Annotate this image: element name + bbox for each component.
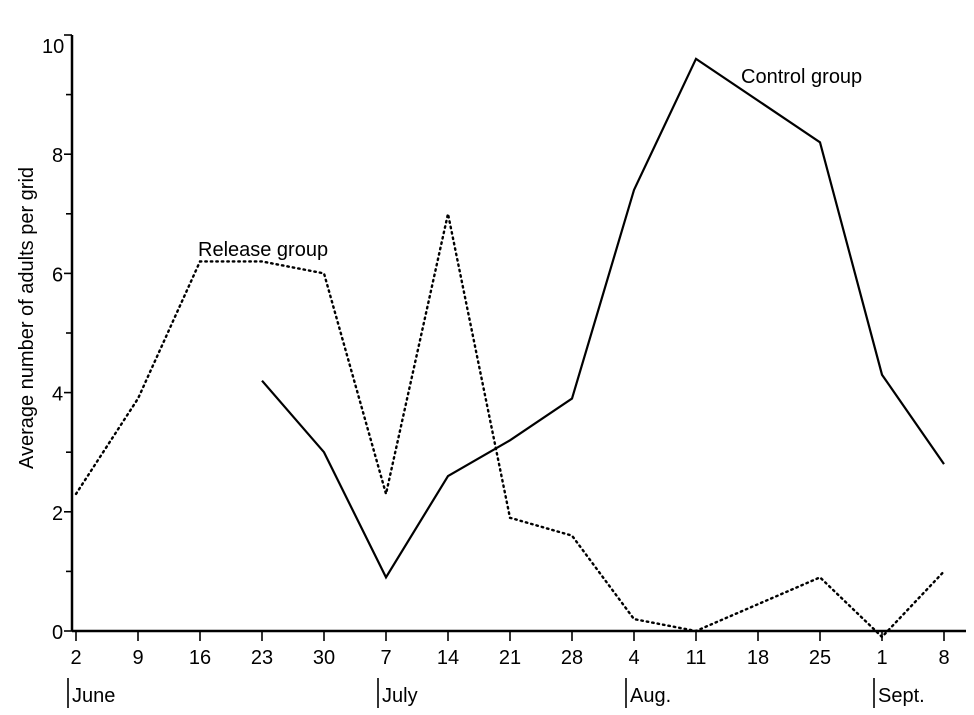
release-group-point [632, 617, 636, 621]
release-group-point [74, 492, 78, 496]
x-tick-label: 2 [70, 647, 81, 669]
release-group-point [818, 575, 822, 579]
x-tick-label: 9 [132, 647, 143, 669]
month-label: June [72, 685, 115, 707]
release-group-point [880, 635, 884, 639]
control-group-point [446, 474, 450, 478]
release-group-point [570, 534, 574, 538]
control-group-point [818, 140, 822, 144]
control-group-point [942, 462, 946, 466]
control-group-point [260, 379, 264, 383]
x-tick-label: 25 [809, 647, 831, 669]
control-group-line [261, 57, 945, 580]
y-axis-label: Average number of adults per grid [16, 167, 38, 469]
control-group-point [694, 57, 698, 61]
release-group-label: Release group [198, 239, 328, 261]
month-labels: June July Aug. Sept. [67, 678, 925, 708]
month-label: Aug. [630, 685, 671, 707]
x-tick-label: 18 [747, 647, 769, 669]
y-tick-label: 2 [52, 503, 63, 525]
control-group-point [508, 438, 512, 442]
x-tick-label: 4 [628, 647, 639, 669]
x-tick-label: 21 [499, 647, 521, 669]
release-group-line [74, 213, 946, 639]
x-tick-label: 1 [876, 647, 887, 669]
x-tick-label: 11 [686, 647, 707, 669]
month-label: July [382, 685, 418, 707]
y-tick-label: 0 [52, 622, 63, 644]
x-tick-label: 23 [251, 647, 273, 669]
x-tick-label: 30 [313, 647, 335, 669]
y-tick-label: 6 [52, 264, 63, 286]
x-tick-label: 7 [380, 647, 391, 669]
control-group-point [632, 188, 636, 192]
series-lines [74, 57, 946, 639]
y-ticks: 0 2 4 6 8 10 [42, 34, 72, 644]
release-group-point [694, 629, 698, 633]
x-tick-label: 28 [561, 647, 583, 669]
release-group-point [942, 569, 946, 573]
control-group-point [322, 450, 326, 454]
release-group-point [508, 516, 512, 520]
control-group-point [384, 575, 388, 579]
y-tick-label: 4 [52, 384, 63, 406]
control-group-point [880, 373, 884, 377]
x-ticks: 2 9 16 23 30 7 14 21 28 4 11 18 25 1 8 [70, 631, 950, 669]
control-group-label: Control group [741, 66, 862, 88]
release-group-point [322, 271, 326, 275]
month-label: Sept. [878, 685, 925, 707]
control-group-point [570, 397, 574, 401]
y-tick-label: 8 [52, 145, 63, 167]
release-group-point [446, 212, 450, 216]
x-tick-label: 8 [938, 647, 949, 669]
x-tick-label: 14 [437, 647, 459, 669]
release-group-point [136, 397, 140, 401]
release-group-point [384, 492, 388, 496]
x-tick-label: 16 [189, 647, 211, 669]
y-tick-label: 10 [42, 36, 64, 58]
